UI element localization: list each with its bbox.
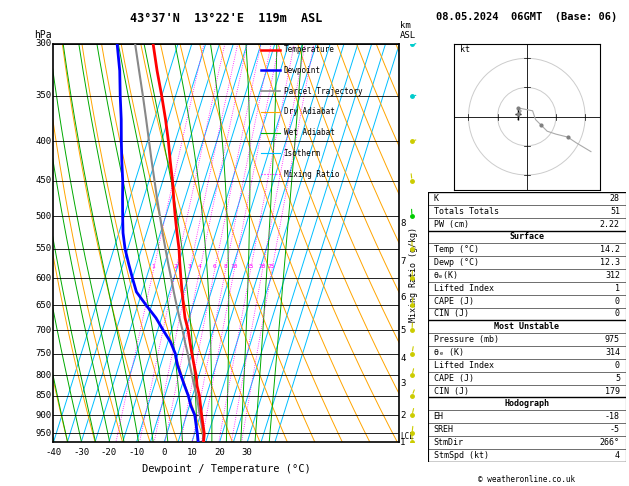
Text: 51: 51 bbox=[610, 207, 620, 216]
Text: CIN (J): CIN (J) bbox=[433, 310, 469, 318]
Text: 300: 300 bbox=[36, 39, 52, 48]
Text: CAPE (J): CAPE (J) bbox=[433, 374, 474, 382]
Text: 15: 15 bbox=[247, 264, 254, 269]
Text: km
ASL: km ASL bbox=[400, 21, 416, 40]
Text: 8: 8 bbox=[223, 264, 227, 269]
Text: StmSpd (kt): StmSpd (kt) bbox=[433, 451, 489, 460]
Text: Dewpoint: Dewpoint bbox=[284, 66, 321, 75]
Text: 450: 450 bbox=[36, 176, 52, 185]
Text: -40: -40 bbox=[45, 448, 62, 457]
Text: 600: 600 bbox=[36, 274, 52, 282]
Text: 4: 4 bbox=[400, 353, 406, 363]
Text: EH: EH bbox=[433, 412, 443, 421]
Text: 0: 0 bbox=[615, 310, 620, 318]
Text: 2: 2 bbox=[400, 411, 406, 420]
Text: 950: 950 bbox=[36, 429, 52, 438]
Text: 350: 350 bbox=[36, 91, 52, 101]
Text: 12.3: 12.3 bbox=[600, 258, 620, 267]
Text: Lifted Index: Lifted Index bbox=[433, 284, 494, 293]
Text: StmDir: StmDir bbox=[433, 438, 464, 447]
Text: θₑ (K): θₑ (K) bbox=[433, 348, 464, 357]
Text: © weatheronline.co.uk: © weatheronline.co.uk bbox=[478, 474, 576, 484]
Text: Temperature: Temperature bbox=[284, 45, 335, 54]
Text: 500: 500 bbox=[36, 212, 52, 221]
Text: 6: 6 bbox=[213, 264, 216, 269]
Text: 800: 800 bbox=[36, 371, 52, 380]
Text: Temp (°C): Temp (°C) bbox=[433, 245, 479, 254]
Text: θₑ(K): θₑ(K) bbox=[433, 271, 459, 280]
Text: 1: 1 bbox=[615, 284, 620, 293]
Text: PW (cm): PW (cm) bbox=[433, 220, 469, 228]
Text: CIN (J): CIN (J) bbox=[433, 386, 469, 396]
Text: Dewpoint / Temperature (°C): Dewpoint / Temperature (°C) bbox=[142, 464, 311, 474]
Text: 700: 700 bbox=[36, 326, 52, 335]
Text: 179: 179 bbox=[605, 386, 620, 396]
Text: kt: kt bbox=[460, 46, 470, 54]
Text: 850: 850 bbox=[36, 391, 52, 400]
Text: 14.2: 14.2 bbox=[600, 245, 620, 254]
Text: Parcel Trajectory: Parcel Trajectory bbox=[284, 87, 362, 96]
Text: 314: 314 bbox=[605, 348, 620, 357]
Text: Wet Adiabat: Wet Adiabat bbox=[284, 128, 335, 137]
Text: SREH: SREH bbox=[433, 425, 454, 434]
Text: -10: -10 bbox=[128, 448, 145, 457]
Text: 0: 0 bbox=[162, 448, 167, 457]
Text: Dewp (°C): Dewp (°C) bbox=[433, 258, 479, 267]
Text: -5: -5 bbox=[610, 425, 620, 434]
Text: 750: 750 bbox=[36, 349, 52, 358]
Text: Mixing Ratio: Mixing Ratio bbox=[284, 170, 339, 178]
Text: 2.22: 2.22 bbox=[600, 220, 620, 228]
Text: 2: 2 bbox=[174, 264, 177, 269]
Text: 0: 0 bbox=[615, 361, 620, 370]
Text: 10: 10 bbox=[186, 448, 198, 457]
Text: Lifted Index: Lifted Index bbox=[433, 361, 494, 370]
Text: 266°: 266° bbox=[600, 438, 620, 447]
Text: 1: 1 bbox=[400, 438, 406, 447]
Text: 7: 7 bbox=[400, 258, 406, 266]
Text: 400: 400 bbox=[36, 137, 52, 145]
Text: 0: 0 bbox=[615, 296, 620, 306]
Text: CAPE (J): CAPE (J) bbox=[433, 296, 474, 306]
Text: 8: 8 bbox=[400, 219, 406, 227]
Text: -20: -20 bbox=[101, 448, 117, 457]
Text: Most Unstable: Most Unstable bbox=[494, 322, 559, 331]
Text: LCL: LCL bbox=[400, 432, 414, 441]
Text: 25: 25 bbox=[268, 264, 276, 269]
Text: Mixing Ratio (g/kg): Mixing Ratio (g/kg) bbox=[409, 227, 418, 322]
Text: 900: 900 bbox=[36, 411, 52, 420]
Text: 10: 10 bbox=[230, 264, 238, 269]
Text: 4: 4 bbox=[198, 264, 201, 269]
Text: 550: 550 bbox=[36, 244, 52, 253]
Text: 43°37'N  13°22'E  119m  ASL: 43°37'N 13°22'E 119m ASL bbox=[130, 12, 323, 25]
Text: K: K bbox=[433, 194, 438, 203]
Text: 5: 5 bbox=[400, 326, 406, 335]
Text: 1: 1 bbox=[151, 264, 155, 269]
Text: -30: -30 bbox=[73, 448, 89, 457]
Text: -18: -18 bbox=[605, 412, 620, 421]
Text: Isotherm: Isotherm bbox=[284, 149, 321, 158]
Text: 3: 3 bbox=[187, 264, 191, 269]
Text: 650: 650 bbox=[36, 301, 52, 310]
Text: 20: 20 bbox=[259, 264, 266, 269]
Text: Dry Adiabat: Dry Adiabat bbox=[284, 107, 335, 116]
Text: 08.05.2024  06GMT  (Base: 06): 08.05.2024 06GMT (Base: 06) bbox=[436, 12, 618, 22]
Text: Totals Totals: Totals Totals bbox=[433, 207, 499, 216]
Text: 20: 20 bbox=[214, 448, 225, 457]
Text: hPa: hPa bbox=[34, 30, 52, 40]
Text: Pressure (mb): Pressure (mb) bbox=[433, 335, 499, 344]
Text: 3: 3 bbox=[400, 379, 406, 388]
Text: 6: 6 bbox=[400, 293, 406, 302]
Text: 5: 5 bbox=[615, 374, 620, 382]
Text: 4: 4 bbox=[615, 451, 620, 460]
Text: Surface: Surface bbox=[509, 232, 544, 242]
Text: 312: 312 bbox=[605, 271, 620, 280]
Text: 28: 28 bbox=[610, 194, 620, 203]
Text: Hodograph: Hodograph bbox=[504, 399, 549, 408]
Text: 30: 30 bbox=[242, 448, 253, 457]
Text: 975: 975 bbox=[605, 335, 620, 344]
